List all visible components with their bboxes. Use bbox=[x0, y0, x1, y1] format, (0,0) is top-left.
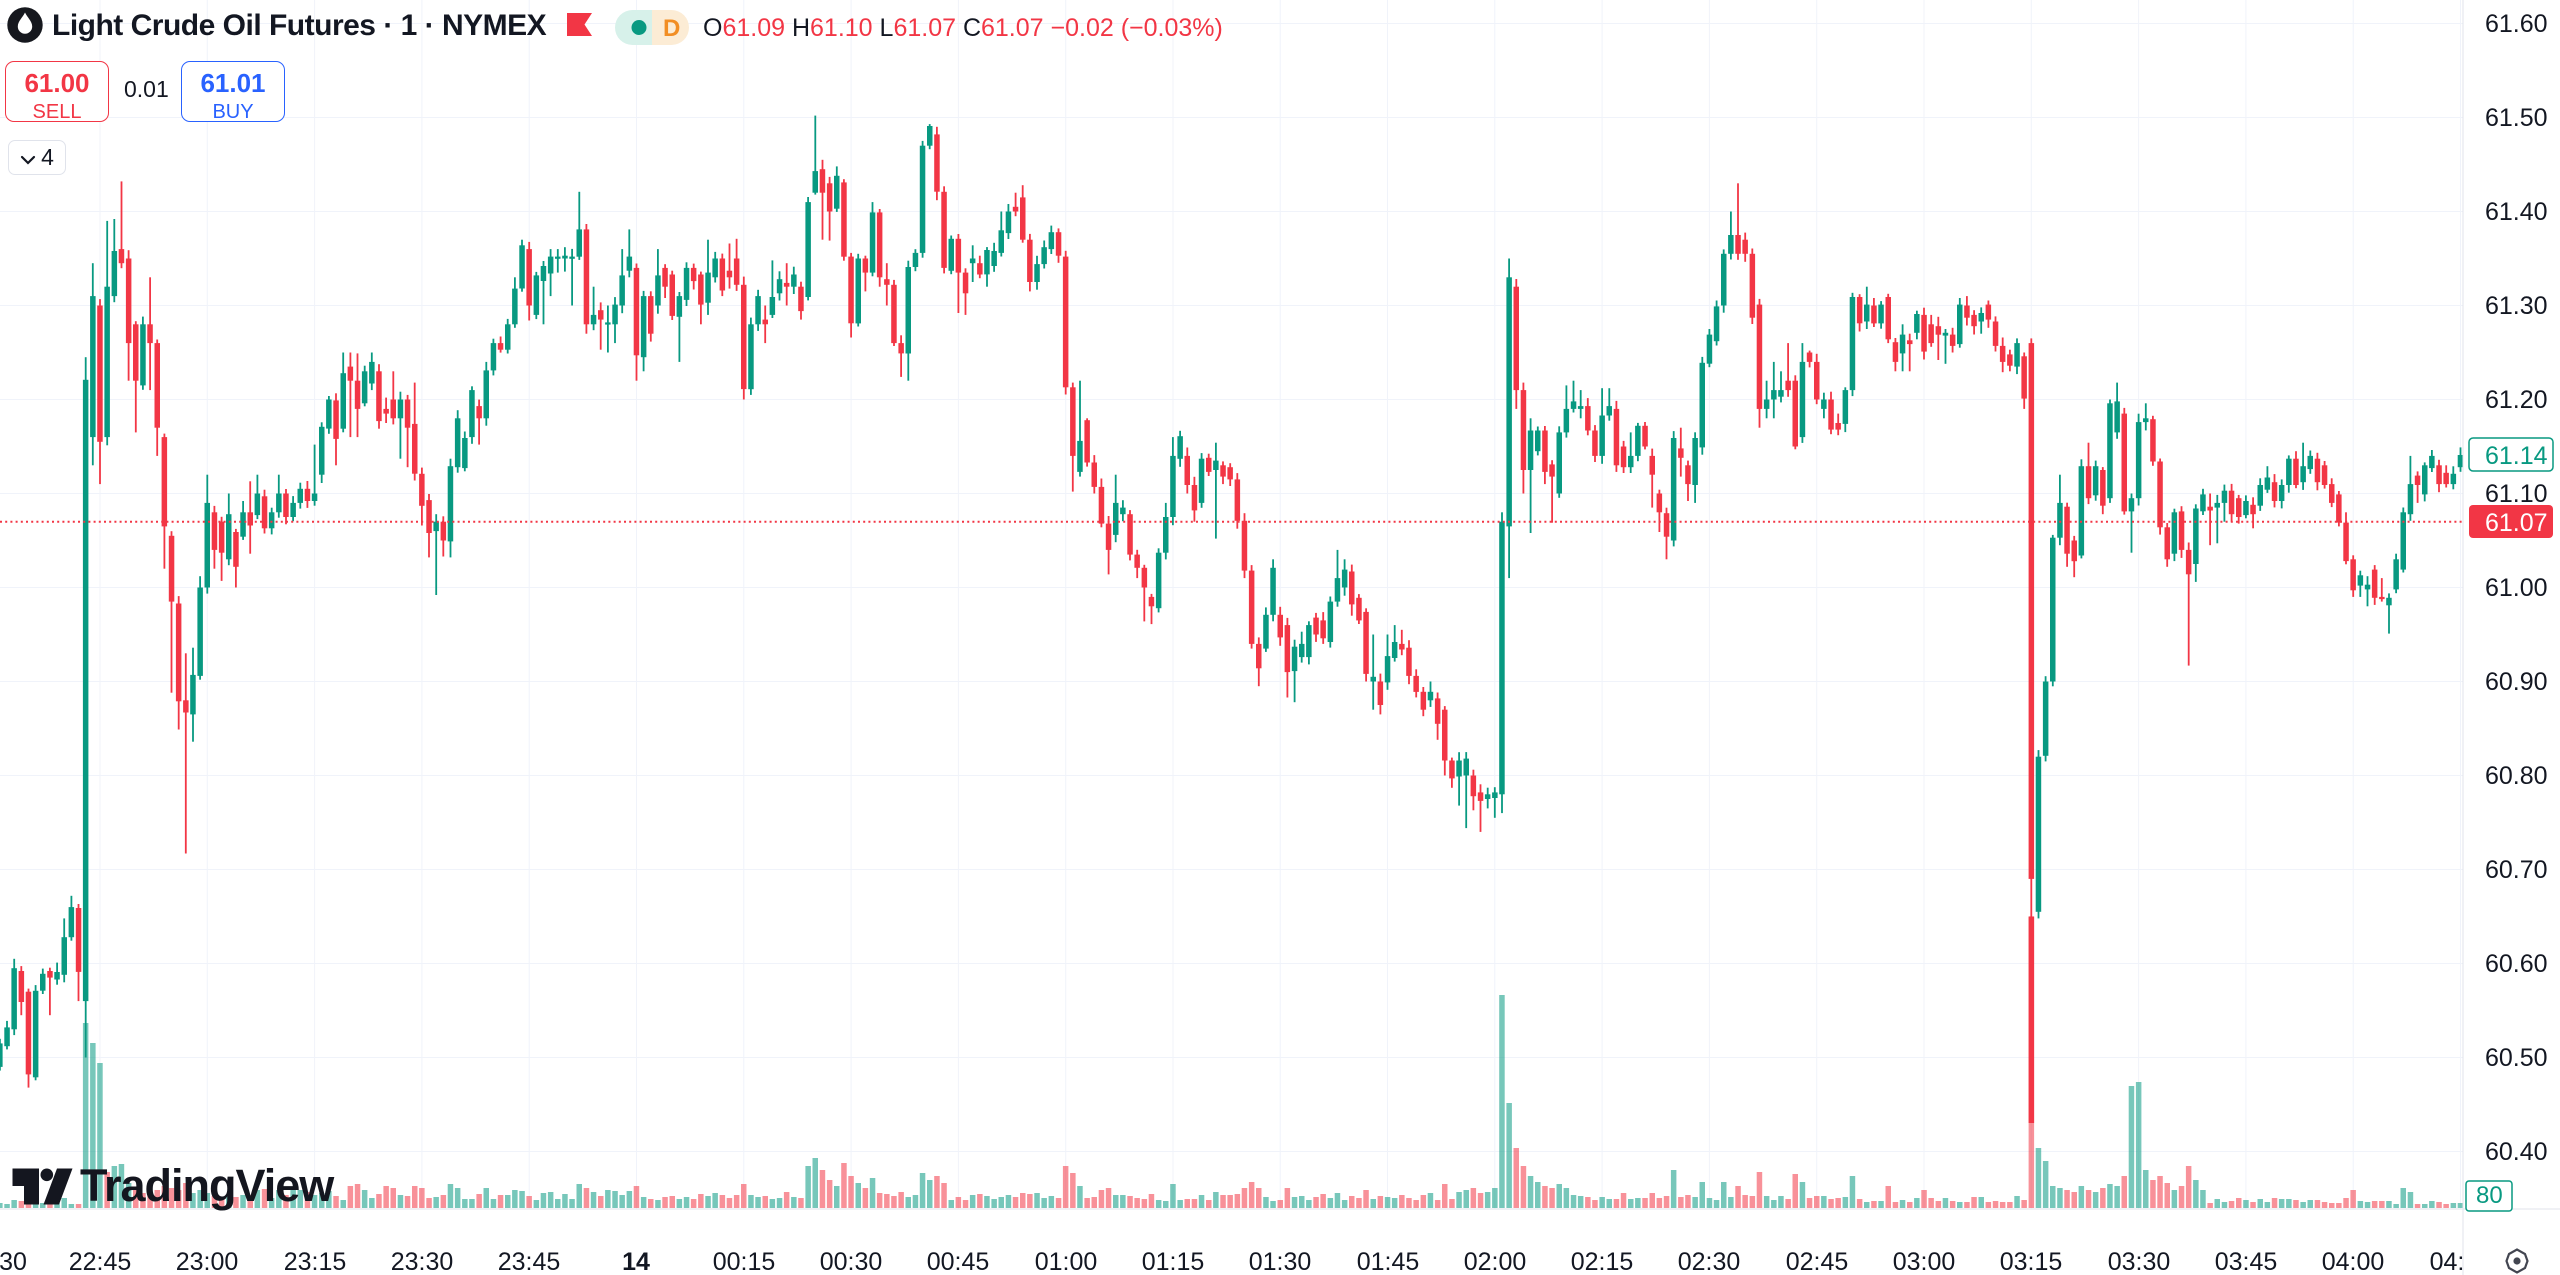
svg-text:22:45: 22:45 bbox=[69, 1248, 132, 1275]
svg-text:02:15: 02:15 bbox=[1571, 1248, 1634, 1275]
svg-text:00:45: 00:45 bbox=[927, 1248, 990, 1275]
svg-text:03:30: 03:30 bbox=[2108, 1248, 2171, 1275]
svg-text:61.00: 61.00 bbox=[2485, 574, 2548, 602]
svg-text:61.40: 61.40 bbox=[2485, 198, 2548, 226]
svg-text:60.60: 60.60 bbox=[2485, 950, 2548, 978]
svg-text:00:15: 00:15 bbox=[713, 1248, 776, 1275]
svg-text:23:15: 23:15 bbox=[284, 1248, 347, 1275]
svg-text:60.40: 60.40 bbox=[2485, 1138, 2548, 1166]
svg-text:80: 80 bbox=[2476, 1182, 2503, 1209]
svg-text:02:00: 02:00 bbox=[1464, 1248, 1527, 1275]
svg-text:61.60: 61.60 bbox=[2485, 10, 2548, 38]
svg-text:04:: 04: bbox=[2430, 1248, 2465, 1275]
svg-text:60.50: 60.50 bbox=[2485, 1044, 2548, 1072]
svg-text:03:00: 03:00 bbox=[1893, 1248, 1956, 1275]
svg-text:03:15: 03:15 bbox=[2000, 1248, 2063, 1275]
svg-text:60.90: 60.90 bbox=[2485, 668, 2548, 696]
svg-text:01:00: 01:00 bbox=[1035, 1248, 1098, 1275]
svg-text:61.50: 61.50 bbox=[2485, 104, 2548, 132]
svg-text:04:00: 04:00 bbox=[2322, 1248, 2385, 1275]
svg-text:61.07: 61.07 bbox=[2485, 509, 2548, 537]
svg-text:03:45: 03:45 bbox=[2215, 1248, 2278, 1275]
svg-text:00:30: 00:30 bbox=[820, 1248, 883, 1275]
svg-text:D: D bbox=[663, 15, 680, 42]
svg-text:23:00: 23:00 bbox=[176, 1248, 239, 1275]
svg-text:61.30: 61.30 bbox=[2485, 292, 2548, 320]
svg-text:01:45: 01:45 bbox=[1357, 1248, 1420, 1275]
svg-text:60.70: 60.70 bbox=[2485, 856, 2548, 884]
svg-text:02:45: 02:45 bbox=[1786, 1248, 1849, 1275]
svg-text:23:30: 23:30 bbox=[391, 1248, 454, 1275]
svg-text:30: 30 bbox=[0, 1248, 27, 1275]
svg-text:02:30: 02:30 bbox=[1678, 1248, 1741, 1275]
svg-text:23:45: 23:45 bbox=[498, 1248, 561, 1275]
svg-text:01:30: 01:30 bbox=[1249, 1248, 1312, 1275]
svg-text:01:15: 01:15 bbox=[1142, 1248, 1205, 1275]
svg-text:61.14: 61.14 bbox=[2485, 442, 2548, 470]
svg-text:61.10: 61.10 bbox=[2485, 480, 2548, 508]
svg-text:61.20: 61.20 bbox=[2485, 386, 2548, 414]
svg-text:TradingView: TradingView bbox=[80, 1160, 335, 1211]
svg-text:60.80: 60.80 bbox=[2485, 762, 2548, 790]
svg-text:14: 14 bbox=[622, 1248, 650, 1275]
